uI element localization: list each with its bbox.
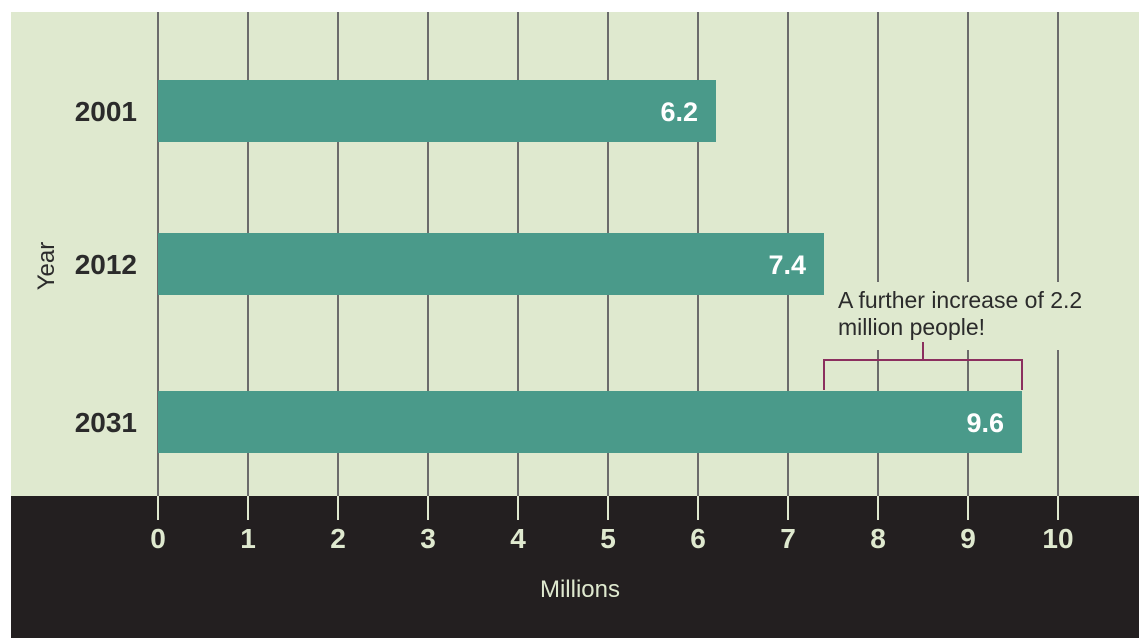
bar-value-label-2001: 6.2 [660, 97, 698, 127]
y-tick-label-2001: 2001 [75, 96, 137, 127]
x-axis-title: Millions [540, 576, 620, 603]
y-tick-label-2031: 2031 [75, 407, 137, 438]
bar-2031 [158, 391, 1022, 453]
x-tick-label-4: 4 [510, 523, 526, 554]
x-tick-marks [157, 496, 1059, 520]
bar-2001 [158, 80, 716, 142]
bars [158, 80, 1022, 453]
y-tick-label-2012: 2012 [75, 249, 137, 280]
annotation-text-line-2: million people! [838, 314, 985, 340]
x-tick-label-9: 9 [960, 523, 976, 554]
x-axis-band [11, 496, 1139, 638]
annotation-background [832, 282, 1126, 350]
bar-2012 [158, 233, 824, 295]
x-tick-label-6: 6 [690, 523, 706, 554]
y-axis-title: Year [33, 242, 60, 291]
x-tick-label-8: 8 [870, 523, 886, 554]
bar-value-label-2031: 9.6 [966, 408, 1004, 438]
x-tick-labels: 0 1 2 3 4 5 6 7 8 9 10 [150, 523, 1073, 554]
x-tick-label-7: 7 [780, 523, 796, 554]
increase-bracket [823, 342, 1023, 390]
x-tick-label-0: 0 [150, 523, 166, 554]
bar-value-labels: 6.2 7.4 9.6 [660, 97, 1004, 438]
annotation-text-line-1: A further increase of 2.2 [838, 287, 1082, 313]
x-tick-label-1: 1 [240, 523, 256, 554]
increase-annotation: A further increase of 2.2 million people… [823, 282, 1126, 390]
x-tick-label-5: 5 [600, 523, 616, 554]
bar-value-label-2012: 7.4 [768, 250, 806, 280]
y-tick-labels: 2001 2012 2031 [75, 96, 137, 438]
x-tick-label-10: 10 [1042, 523, 1073, 554]
x-tick-label-2: 2 [330, 523, 346, 554]
x-tick-label-3: 3 [420, 523, 436, 554]
